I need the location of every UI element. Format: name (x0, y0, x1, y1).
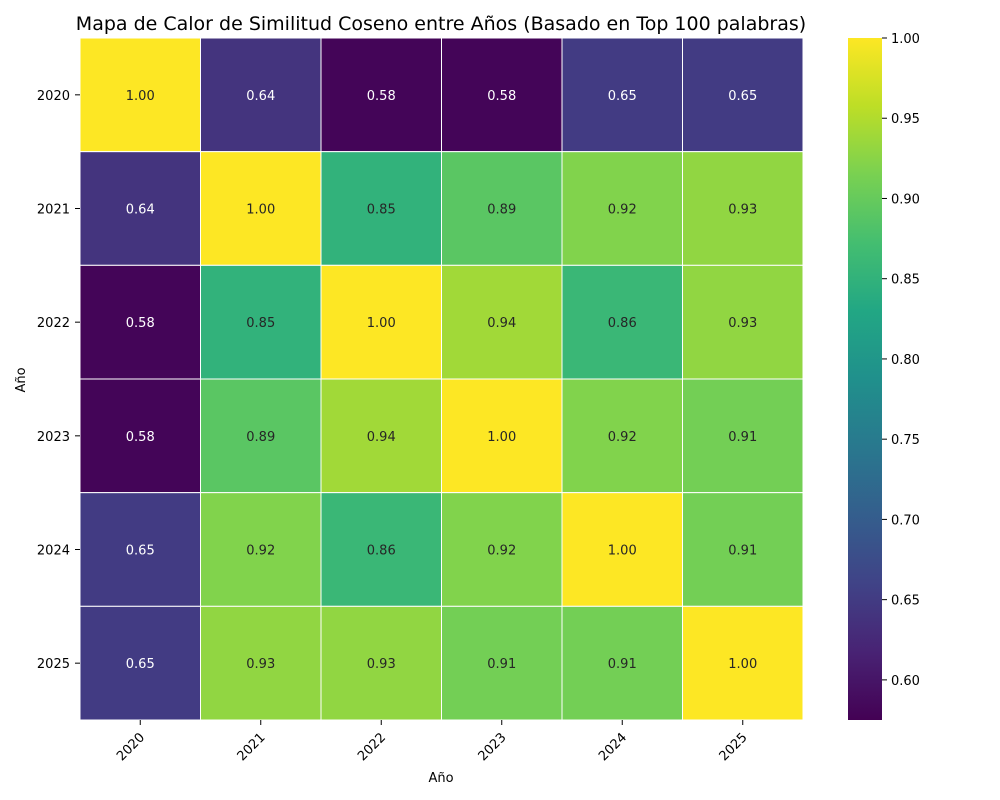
cell-value-label: 0.86 (608, 316, 637, 331)
cell-value-label: 0.91 (728, 430, 757, 445)
cell-value-label: 0.91 (728, 544, 757, 559)
cell-value-label: 0.94 (367, 430, 396, 445)
colorbar-tick-label: 0.80 (891, 353, 920, 368)
cell-value-label: 1.00 (608, 544, 637, 559)
colorbar-tick-label: 0.75 (891, 433, 920, 448)
y-tick-label: 2023 (37, 430, 70, 445)
cell-value-label: 0.65 (608, 89, 637, 104)
x-tick-label: 2020 (114, 730, 148, 764)
cell-value-label: 0.64 (246, 89, 275, 104)
y-tick-label: 2025 (37, 657, 70, 672)
cell-value-label: 0.85 (246, 316, 275, 331)
x-tick-label: 2021 (235, 730, 269, 764)
heatmap-cell (200, 378, 322, 494)
heatmap-cell (561, 492, 683, 607)
y-tick-label: 2020 (37, 89, 70, 104)
heatmap-cell (79, 264, 201, 380)
cell-value-label: 0.93 (728, 316, 757, 331)
cell-value-label: 1.00 (487, 430, 516, 445)
cell-value-label: 0.94 (487, 316, 516, 331)
cell-value-label: 0.89 (487, 203, 516, 218)
heatmap-cells: 1.00 0.64 0.58 0.58 0.65 0.65 0.64 1.00 0.85 0.89… (79, 37, 804, 721)
cell-value-label: 1.00 (126, 89, 155, 104)
cell-value-label: 0.64 (126, 203, 155, 218)
heatmap-cell (200, 151, 322, 266)
cell-value-label: 0.93 (367, 657, 396, 672)
cell-value-label: 0.65 (126, 657, 155, 672)
cell-value-label: 0.86 (367, 544, 396, 559)
heatmap-cell (561, 378, 683, 494)
y-tick-label: 2022 (37, 316, 70, 331)
x-tick-label: 2023 (476, 730, 510, 764)
heatmap-cell (320, 264, 442, 380)
heatmap-cell (441, 151, 563, 266)
heatmap-cell (79, 37, 201, 153)
cell-value-label: 0.58 (126, 316, 155, 331)
y-tick-label: 2021 (37, 203, 70, 218)
heatmap-cell (682, 264, 804, 380)
colorbar-tick-label: 0.70 (891, 513, 920, 528)
heatmap-cell (561, 37, 683, 153)
x-tick-label: 2024 (596, 730, 630, 764)
heatmap-cell (561, 264, 683, 380)
cell-value-label: 1.00 (367, 316, 396, 331)
cell-value-label: 1.00 (728, 657, 757, 672)
chart-title: Mapa de Calor de Similitud Coseno entre … (76, 13, 806, 35)
cell-value-label: 0.93 (728, 203, 757, 218)
y-axis-label: Año (14, 367, 29, 392)
x-tick-label: 2025 (717, 730, 751, 764)
cell-value-label: 0.91 (487, 657, 516, 672)
heatmap-cell (561, 605, 683, 721)
colorbar-tick-label: 0.65 (891, 594, 920, 609)
cell-value-label: 0.65 (126, 544, 155, 559)
heatmap-cell (200, 37, 322, 153)
cell-value-label: 0.58 (487, 89, 516, 104)
heatmap-cell (682, 492, 804, 607)
cell-value-label: 0.92 (608, 430, 637, 445)
cell-value-label: 0.65 (728, 89, 757, 104)
heatmap-cell (441, 378, 563, 494)
cell-value-label: 0.93 (246, 657, 275, 672)
heatmap-cell (79, 492, 201, 607)
cell-value-label: 0.58 (126, 430, 155, 445)
colorbar-tick-label: 0.60 (891, 674, 920, 689)
colorbar-tick-label: 0.95 (891, 112, 920, 127)
heatmap-cell (200, 264, 322, 380)
cell-value-label: 0.92 (246, 544, 275, 559)
heatmap-cell (320, 37, 442, 153)
cell-value-label: 0.91 (608, 657, 637, 672)
cell-value-label: 0.92 (487, 544, 516, 559)
heatmap-cell (441, 492, 563, 607)
cell-value-label: 1.00 (246, 203, 275, 218)
x-tick-label: 2022 (355, 730, 389, 764)
heatmap-cell (682, 378, 804, 494)
heatmap-cell (441, 37, 563, 153)
heatmap-cell (320, 492, 442, 607)
cell-value-label: 0.89 (246, 430, 275, 445)
heatmap-cell (79, 605, 201, 721)
y-tick-label: 2024 (37, 544, 70, 559)
cell-value-label: 0.58 (367, 89, 396, 104)
colorbar-gradient (848, 38, 882, 720)
colorbar-tick-label: 1.00 (891, 32, 920, 47)
colorbar-tick-label: 0.90 (891, 192, 920, 207)
heatmap-cell (79, 378, 201, 494)
cell-value-label: 0.92 (608, 203, 637, 218)
colorbar-ticks: 0.60 0.65 0.70 0.75 0.80 0.85 0.90 0.95 1.00 (882, 32, 920, 689)
cell-value-label: 0.85 (367, 203, 396, 218)
colorbar: 0.60 0.65 0.70 0.75 0.80 0.85 0.90 0.95 1.00 (848, 32, 920, 720)
heatmap-cell (441, 264, 563, 380)
heatmap-cell (682, 37, 804, 153)
heatmap-cell (320, 378, 442, 494)
x-axis-label: Año (428, 771, 453, 786)
heatmap-cell (682, 605, 804, 721)
y-axis: 2020 2021 2022 2023 2024 2025 (37, 89, 80, 672)
x-axis: 2020 2021 2022 2023 2024 2025 (114, 720, 751, 764)
colorbar-tick-label: 0.85 (891, 273, 920, 288)
heatmap-cell (682, 151, 804, 266)
